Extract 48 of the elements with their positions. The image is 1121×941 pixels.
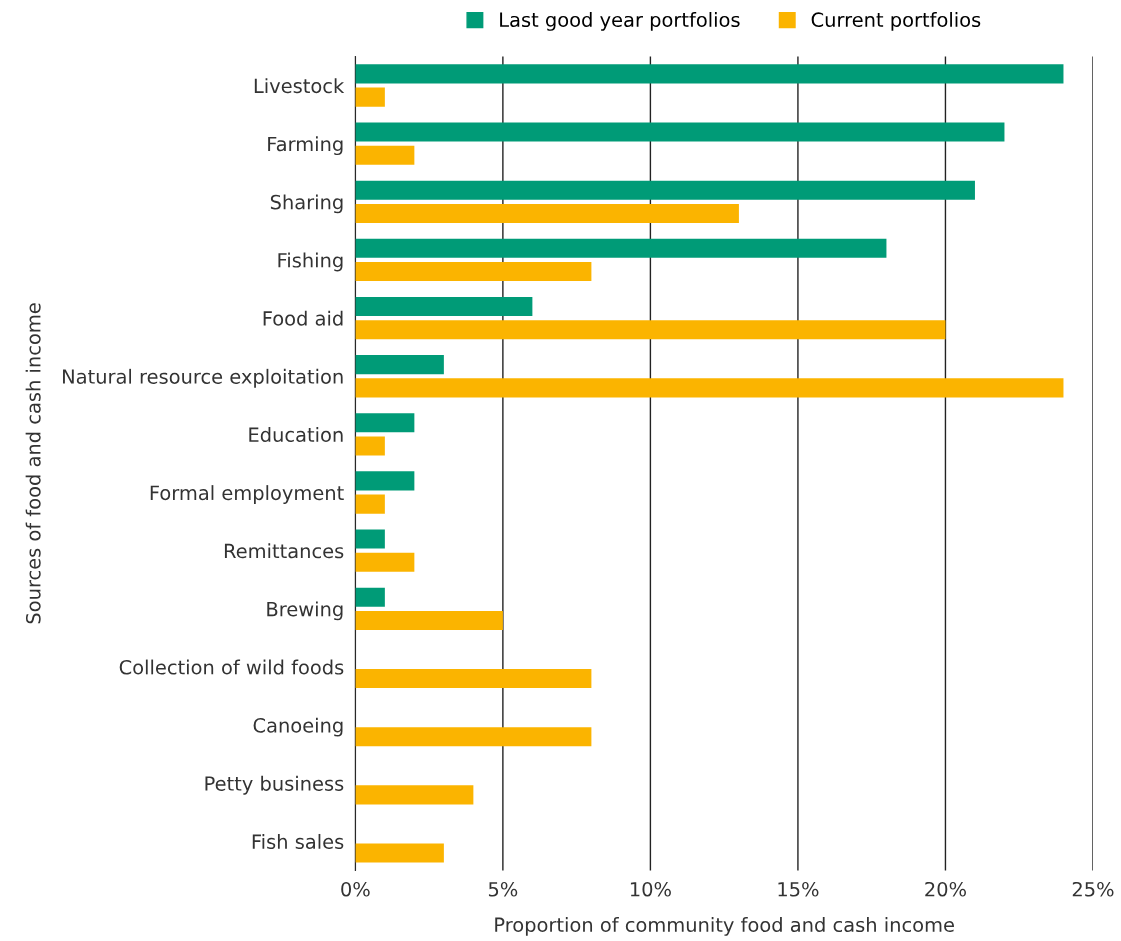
y-tick-label: Canoeing xyxy=(253,717,343,737)
bar xyxy=(355,145,415,165)
x-axis-title: Proportion of community food and cash income xyxy=(495,917,954,936)
x-tick-label: 25% xyxy=(1072,881,1114,897)
bar xyxy=(355,64,1064,84)
bar xyxy=(355,296,533,316)
bar xyxy=(355,669,592,689)
y-tick-label: Petty business xyxy=(205,775,344,795)
bar xyxy=(355,355,444,375)
bar xyxy=(355,378,1064,398)
bar xyxy=(355,529,385,549)
x-tick-label: 5% xyxy=(488,881,518,897)
x-tick-label: 10% xyxy=(630,881,671,897)
y-axis-title: Sources of food and cash income xyxy=(25,303,41,624)
legend-label: Current portfolios xyxy=(811,12,981,31)
x-tick-label: 15% xyxy=(778,881,819,897)
bar xyxy=(355,320,946,340)
y-tick-label: Education xyxy=(249,426,343,443)
bar xyxy=(355,238,887,258)
y-tick-label: Livestock xyxy=(254,78,345,94)
y-tick-label: Sharing xyxy=(270,194,343,214)
bar xyxy=(355,727,592,747)
legend-label: Last good year portfolios xyxy=(500,12,740,31)
bar xyxy=(355,843,444,863)
x-tick-label: 0% xyxy=(341,881,370,897)
y-tick-label: Remittances xyxy=(224,543,344,559)
bar xyxy=(355,471,415,491)
y-tick-label: Fish sales xyxy=(252,833,344,850)
bar xyxy=(355,122,1005,142)
bar xyxy=(355,87,385,107)
bar xyxy=(355,610,503,630)
y-tick-label: Collection of wild foods xyxy=(119,659,344,675)
bar xyxy=(355,180,975,200)
y-tick-label: Formal employment xyxy=(150,485,344,504)
x-tick-label: 20% xyxy=(925,881,966,897)
bar xyxy=(355,494,385,514)
bar xyxy=(355,262,592,282)
y-tick-label: Fishing xyxy=(278,252,343,272)
bar xyxy=(355,587,385,607)
bar xyxy=(355,552,415,572)
y-tick-label: Food aid xyxy=(263,310,343,326)
y-tick-label: Natural resource exploitation xyxy=(63,368,343,388)
y-tick-label: Farming xyxy=(268,136,343,156)
y-tick-label: Brewing xyxy=(267,601,343,621)
bar xyxy=(355,413,415,433)
bar xyxy=(355,785,474,805)
bar xyxy=(355,203,739,223)
bar xyxy=(355,436,385,456)
